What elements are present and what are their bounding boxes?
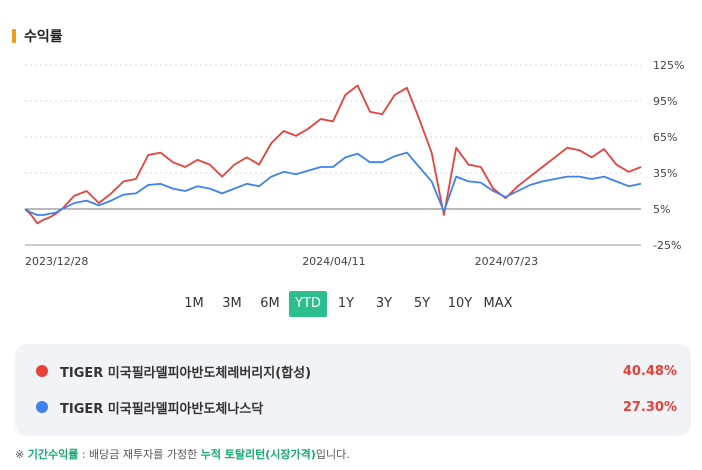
period-max[interactable]: MAX <box>483 296 513 311</box>
period-ytd[interactable]: YTD <box>289 291 327 317</box>
section-header: 수익률 <box>12 27 63 45</box>
footnote-text: : 배당금 재투자를 가정한 <box>81 448 198 461</box>
x-tick-label: 2023/12/28 <box>25 255 88 268</box>
footnote-term-2: 누적 토탈리턴(시장가격) <box>200 448 316 461</box>
period-selector: 1M 3M 6M YTD 1Y 3Y 5Y 10Y MAX <box>175 291 517 317</box>
y-tick-label: 95% <box>653 95 677 108</box>
legend-dot-blue <box>36 401 48 413</box>
y-tick-label: -25% <box>653 239 681 252</box>
x-tick-label: 2024/04/11 <box>302 255 365 268</box>
legend-item: TIGER 미국필라델피아반도체나스닥 27.30% <box>15 397 691 417</box>
legend-box: TIGER 미국필라델피아반도체레버리지(합성) 40.48% TIGER 미국… <box>15 344 691 436</box>
legend-dot-red <box>36 365 48 377</box>
return-chart: 125% 95% 65% 35% 5% -25% 2023/12/28 2024/04/11 2… <box>24 59 684 268</box>
series-line-nasdaq <box>24 151 642 216</box>
x-tick-label: 2024/07/23 <box>475 255 538 268</box>
period-1m[interactable]: 1M <box>184 296 204 311</box>
legend-value: 40.48% <box>622 363 677 379</box>
title-accent-bar <box>12 29 16 43</box>
section-title: 수익률 <box>24 29 63 45</box>
period-3m[interactable]: 3M <box>222 296 242 311</box>
y-tick-label: 125% <box>653 59 684 72</box>
footnote-text-2: 입니다. <box>315 448 350 461</box>
period-3y[interactable]: 3Y <box>375 296 393 311</box>
period-5y[interactable]: 5Y <box>413 296 431 311</box>
y-tick-label: 5% <box>653 203 670 216</box>
period-6m[interactable]: 6M <box>260 296 280 311</box>
y-tick-label: 65% <box>653 131 677 144</box>
legend-name: TIGER 미국필라델피아반도체나스닥 <box>60 401 264 417</box>
footnote-term: 기간수익률 <box>27 448 79 461</box>
footnote: ※ 기간수익률 : 배당금 재투자를 가정한 누적 토탈리턴(시장가격)입니다. <box>15 446 350 462</box>
period-1y[interactable]: 1Y <box>337 296 355 311</box>
legend-name: TIGER 미국필라델피아반도체레버리지(합성) <box>60 365 312 381</box>
y-tick-label: 35% <box>653 167 677 180</box>
legend-item: TIGER 미국필라델피아반도체레버리지(합성) 40.48% <box>15 361 691 381</box>
note-mark: ※ <box>15 448 25 461</box>
series-line-leverage <box>24 84 642 225</box>
period-10y[interactable]: 10Y <box>447 296 473 311</box>
legend-value: 27.30% <box>622 399 677 415</box>
